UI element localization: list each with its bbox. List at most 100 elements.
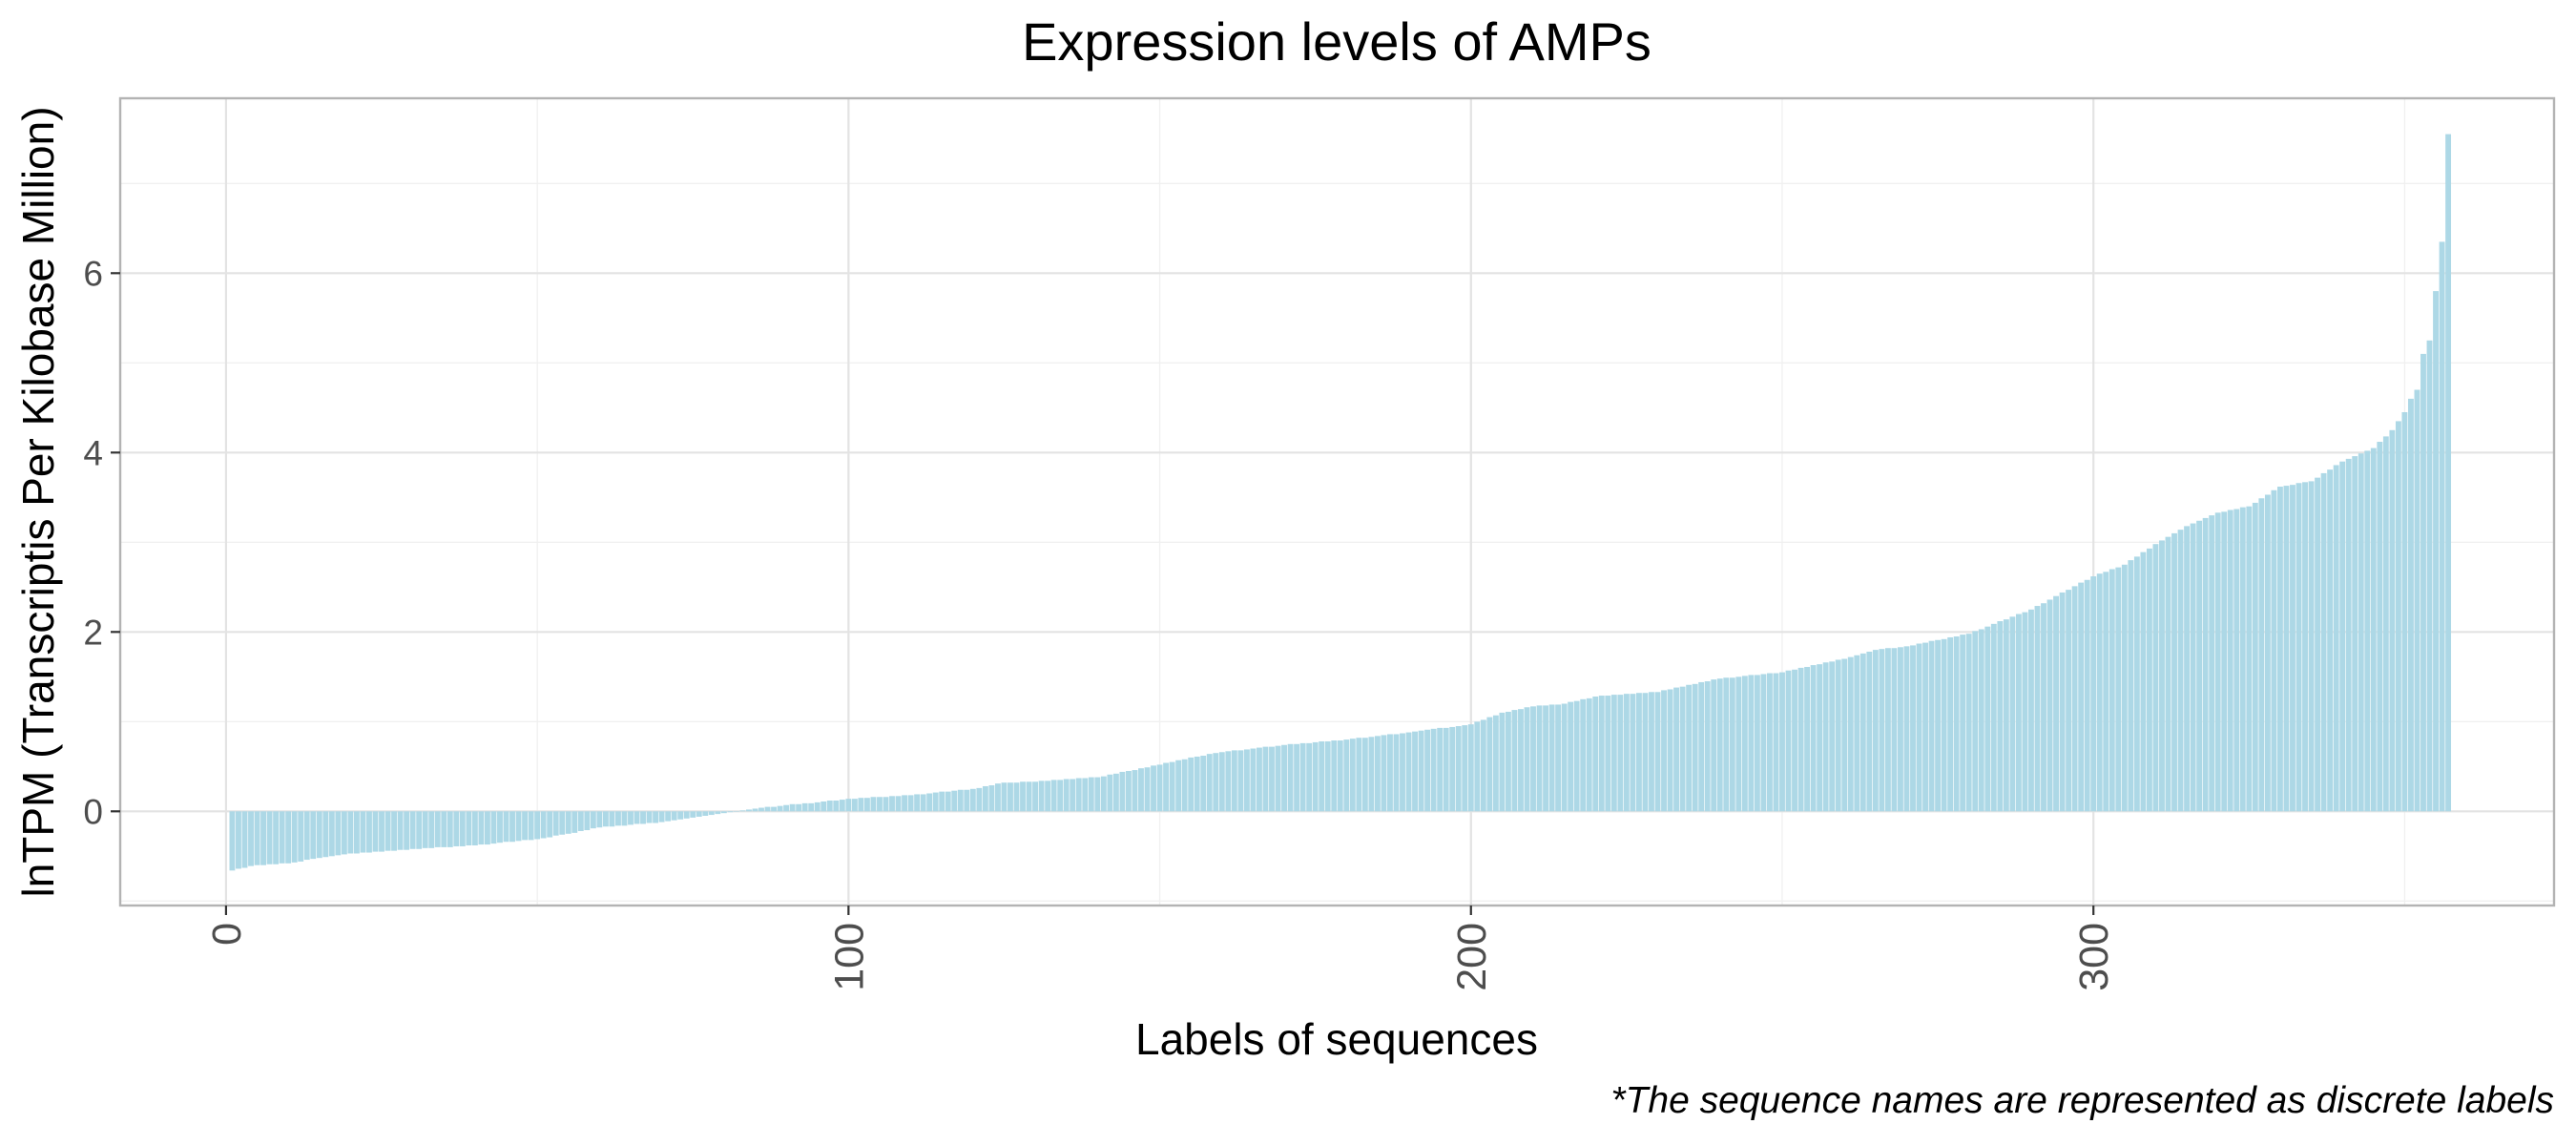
bar xyxy=(1405,732,1412,812)
bar xyxy=(2227,510,2233,812)
bar xyxy=(758,807,764,812)
bar xyxy=(1910,645,1916,812)
bar xyxy=(1474,721,1481,812)
bar xyxy=(379,811,384,852)
bar xyxy=(1692,683,1698,812)
bar xyxy=(665,811,672,822)
bar xyxy=(727,811,734,813)
y-tick-label: 6 xyxy=(83,254,103,293)
bar xyxy=(814,802,821,812)
bar xyxy=(2159,540,2165,812)
bar xyxy=(683,811,690,819)
bar xyxy=(1947,636,1954,812)
bar xyxy=(2165,536,2171,812)
bar xyxy=(577,811,584,831)
bar xyxy=(1548,704,1555,812)
bar xyxy=(1045,781,1051,812)
bar xyxy=(1916,643,1922,812)
bar xyxy=(1269,746,1275,812)
bar xyxy=(1038,781,1045,812)
bar xyxy=(833,801,840,812)
bar xyxy=(372,811,379,852)
bar xyxy=(658,811,665,822)
bar xyxy=(353,811,360,854)
bar xyxy=(1449,726,1456,812)
bar xyxy=(2339,461,2346,812)
bar xyxy=(2370,448,2377,812)
bar xyxy=(2103,572,2109,812)
bar xyxy=(1294,743,1300,812)
bar xyxy=(1032,781,1039,812)
bar xyxy=(1598,696,1605,812)
bar-series xyxy=(229,134,2452,871)
bar xyxy=(720,811,727,814)
bar xyxy=(2015,614,2022,812)
bar xyxy=(2333,465,2339,812)
bar xyxy=(2202,517,2209,812)
bar xyxy=(1623,694,1630,812)
bar xyxy=(1698,681,1705,812)
bar xyxy=(2066,590,2072,812)
bar xyxy=(851,799,858,812)
bar xyxy=(335,811,342,856)
bar xyxy=(2426,340,2433,812)
bar xyxy=(994,783,1001,812)
bar xyxy=(229,811,236,871)
bar xyxy=(1094,777,1101,812)
bar xyxy=(2221,511,2228,812)
bar xyxy=(1741,676,1748,812)
bar xyxy=(1630,694,1636,812)
bar xyxy=(1847,656,1854,812)
bar xyxy=(1319,740,1325,812)
bar xyxy=(1748,675,1755,812)
bar xyxy=(1978,629,1984,812)
x-tick-label: 0 xyxy=(204,923,250,946)
bar xyxy=(1070,779,1076,812)
bar xyxy=(241,811,248,868)
bar xyxy=(1536,705,1543,812)
bar xyxy=(920,794,926,812)
bar xyxy=(1343,739,1350,812)
bar xyxy=(2140,552,2147,812)
bar xyxy=(428,811,435,848)
bar xyxy=(764,806,771,812)
bar xyxy=(1511,710,1518,812)
bar xyxy=(1617,695,1624,812)
bar xyxy=(2184,526,2191,812)
bar xyxy=(1026,781,1032,812)
bar xyxy=(2271,489,2277,812)
bar xyxy=(821,801,827,812)
bar xyxy=(1144,767,1151,812)
bar xyxy=(1903,646,1910,812)
bar xyxy=(1661,690,1667,812)
bar xyxy=(907,795,914,812)
bar xyxy=(2401,412,2408,812)
bar xyxy=(1455,726,1462,812)
bar xyxy=(1679,686,1686,812)
bar xyxy=(870,797,877,812)
bar xyxy=(316,811,322,859)
bar xyxy=(1063,779,1070,812)
bar xyxy=(2382,436,2389,812)
bar xyxy=(1237,750,1244,812)
bar xyxy=(1592,696,1599,812)
bar xyxy=(1281,744,1287,812)
bar xyxy=(895,796,902,812)
bar xyxy=(1324,740,1331,812)
y-tick-label: 4 xyxy=(83,433,103,472)
bar xyxy=(1112,773,1119,812)
bar xyxy=(771,806,777,812)
bar xyxy=(260,811,266,865)
bar xyxy=(1225,751,1232,812)
bar xyxy=(322,811,329,858)
bar xyxy=(1312,741,1319,812)
bar xyxy=(2046,599,2053,812)
bar xyxy=(1568,701,1574,812)
bar xyxy=(2389,429,2396,812)
bar xyxy=(1649,692,1654,812)
chart-title: Expression levels of AMPs xyxy=(1022,11,1652,72)
bar xyxy=(1767,673,1773,812)
bar xyxy=(1250,748,1257,812)
bar xyxy=(2171,532,2177,812)
